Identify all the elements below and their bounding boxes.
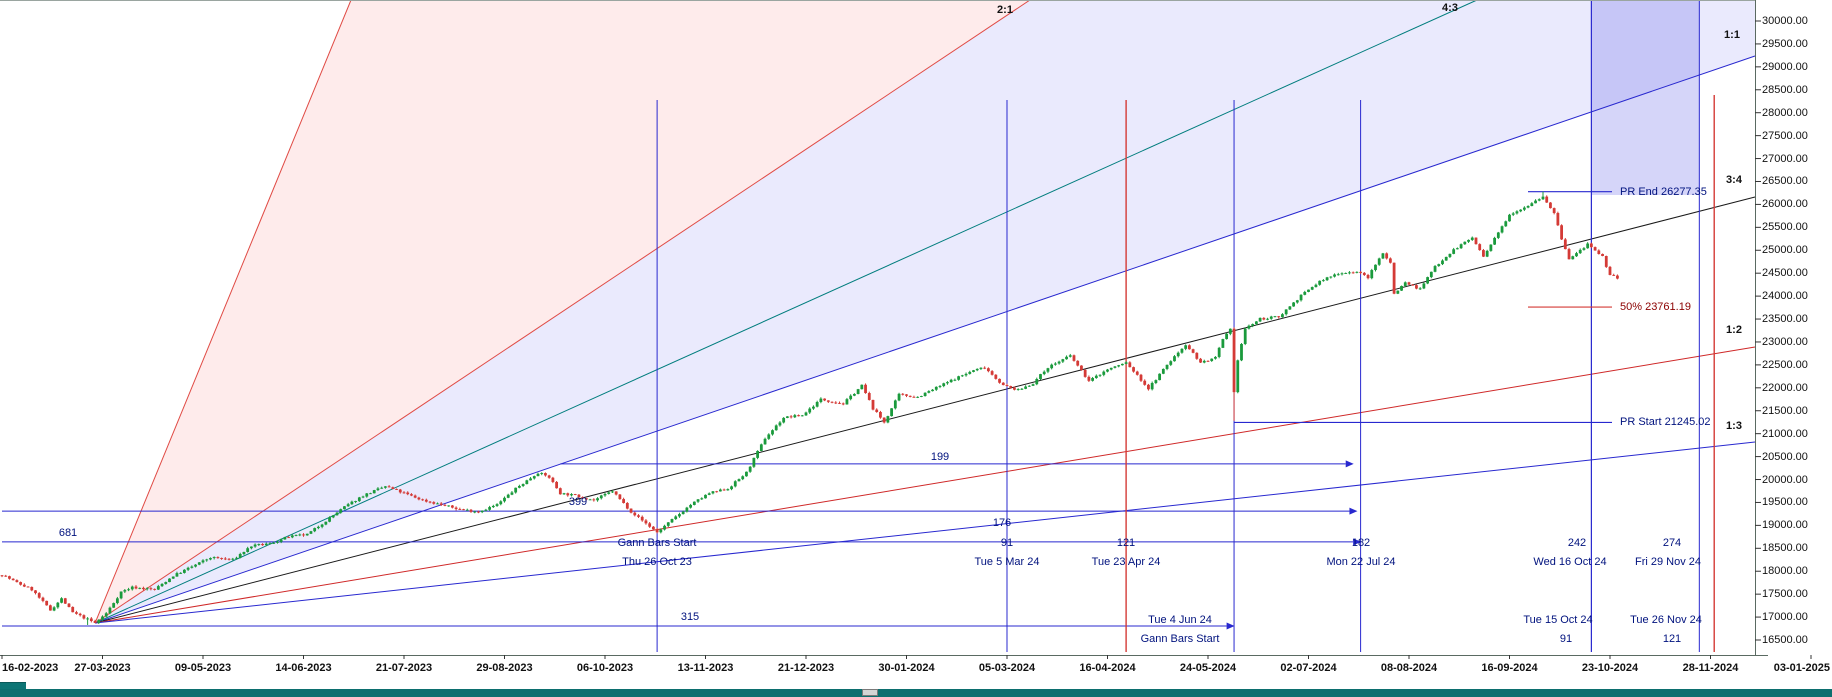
candles-layer[interactable] [0,191,1619,625]
gann-fan-line [94,0,1031,624]
gann-fill-layer [95,0,1755,624]
taskbar-scroll-thumb[interactable] [862,689,878,696]
count-lines-layer[interactable] [2,460,1362,630]
price-axis[interactable] [1756,0,1832,655]
arrow-right-icon [1345,460,1354,468]
axis-frame-layer [0,0,1812,659]
gann-fan-line [94,55,1756,624]
arrow-right-icon [1226,622,1235,630]
date-range-band [1591,0,1700,195]
retracement-layer[interactable] [1234,191,1612,424]
gann-fan-line [94,0,352,624]
gann-fan-layer[interactable] [94,0,1756,624]
gann-fan-line [94,196,1756,624]
gann-fan-line [95,441,1756,624]
gann-fan-line [94,0,1478,624]
date-axis[interactable] [0,656,1832,682]
arrow-right-icon [1353,538,1362,546]
taskbar-strip [0,689,1832,697]
gann-fan-line [94,346,1756,624]
arrow-right-icon [1349,507,1358,515]
vertical-lines-layer[interactable] [656,0,1715,652]
